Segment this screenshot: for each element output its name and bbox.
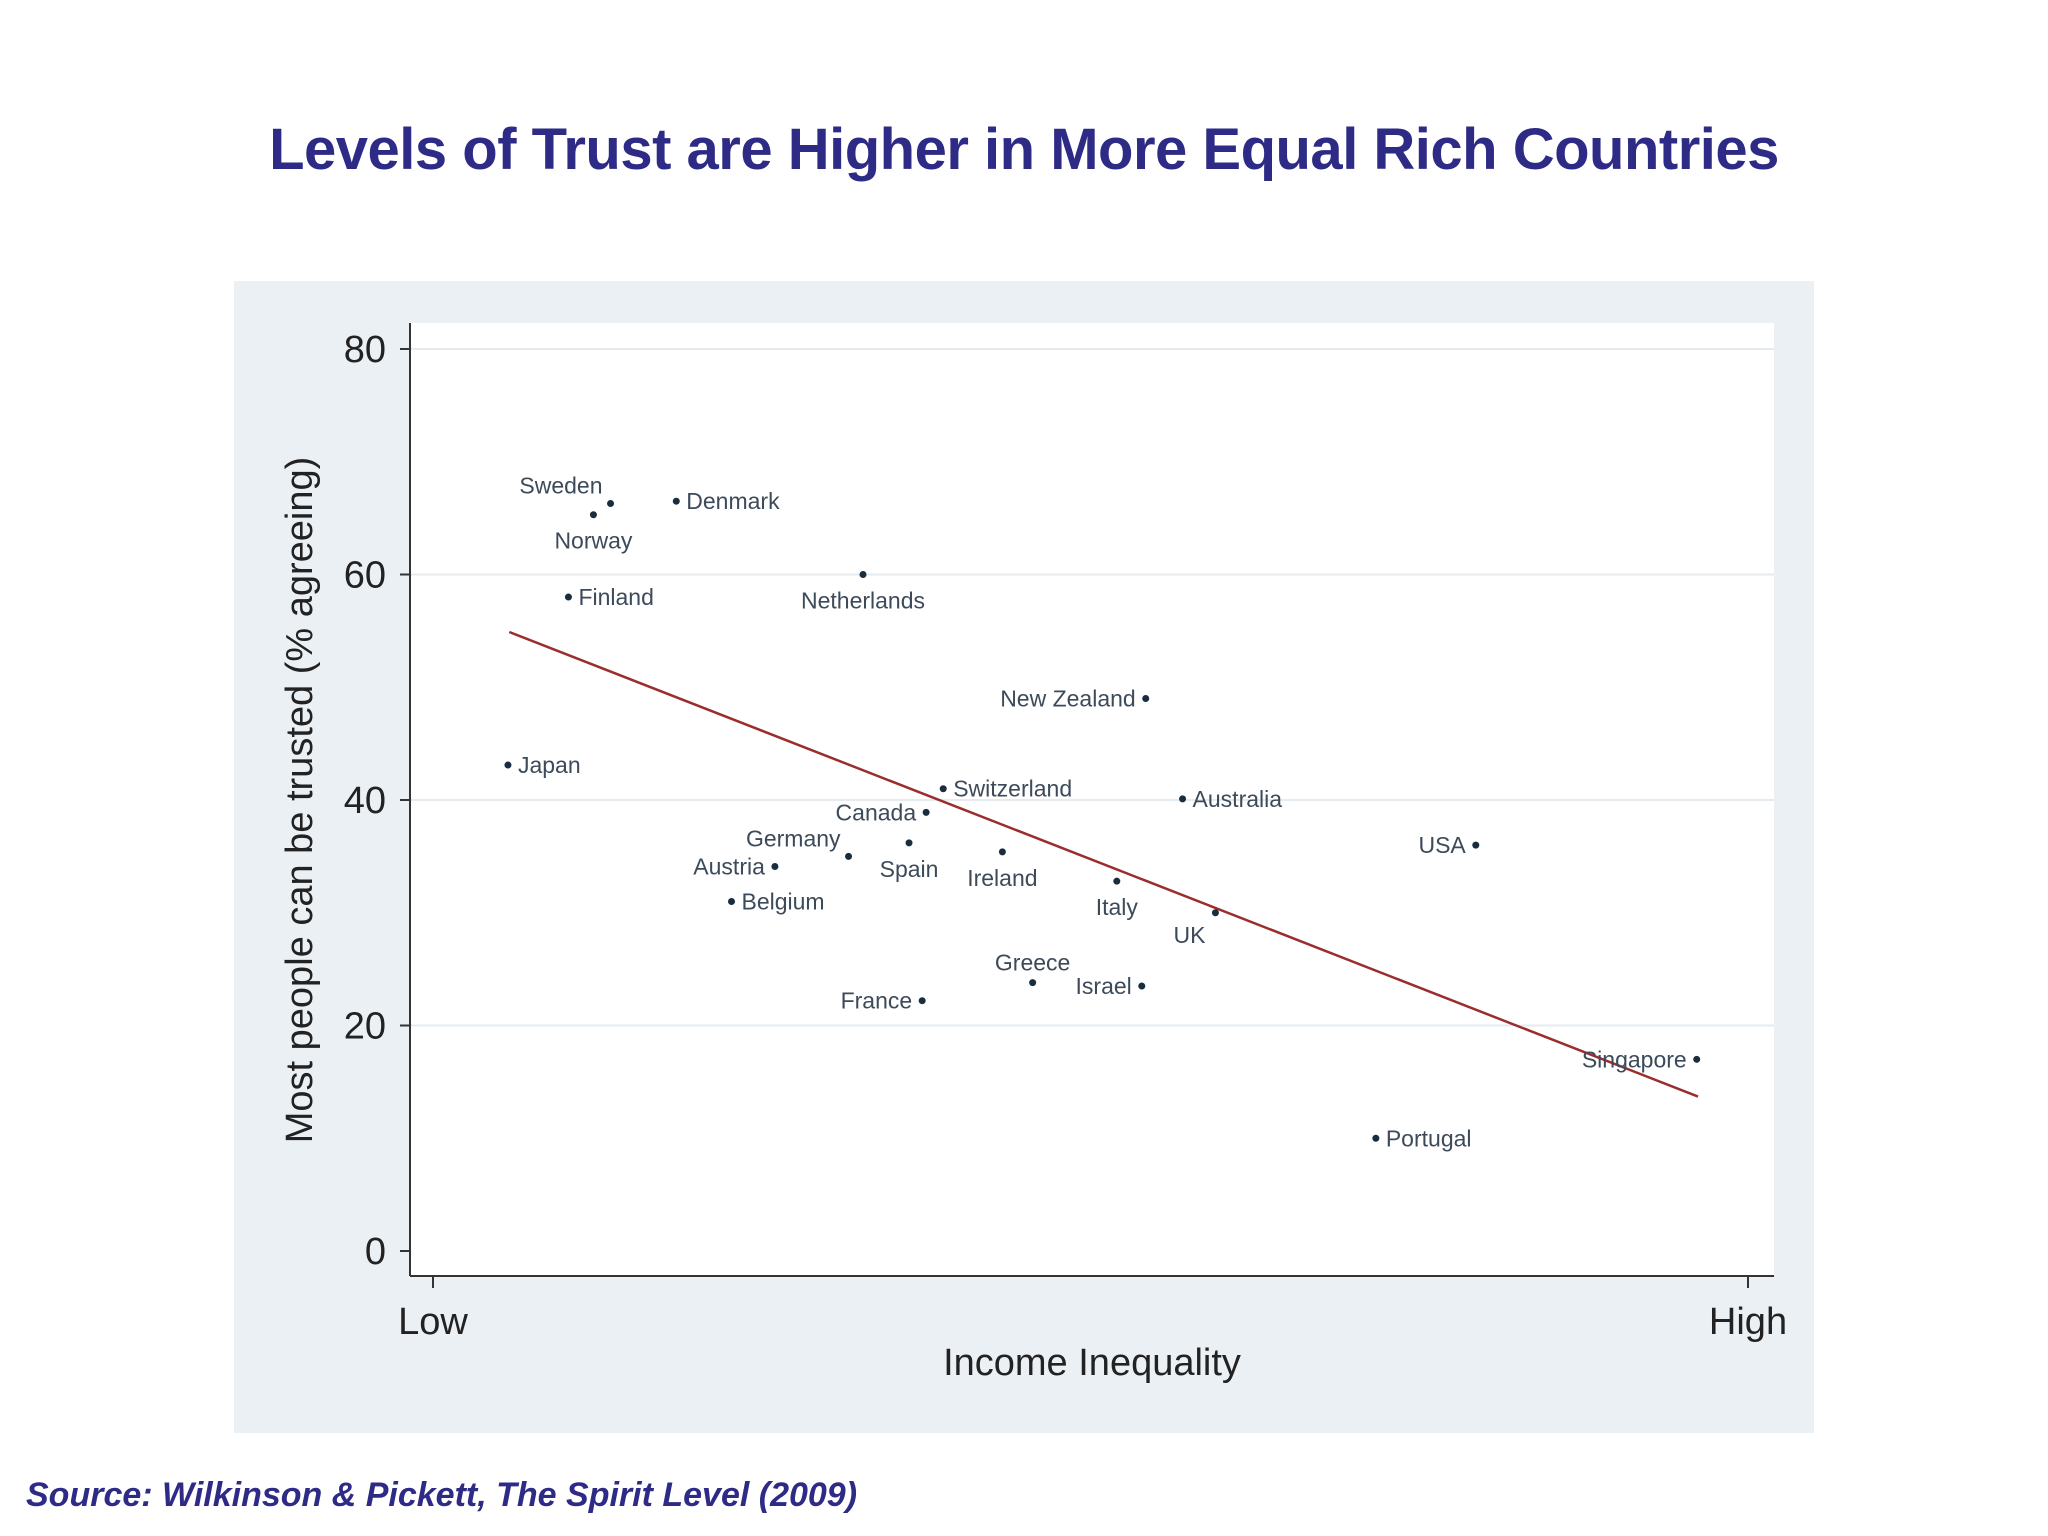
point-label-japan: Japan <box>518 752 581 778</box>
y-tick-label-60: 60 <box>344 555 386 597</box>
x-tick-label-0: Low <box>398 1301 468 1343</box>
point-denmark: Denmark <box>672 488 780 514</box>
point-sweden: Sweden <box>519 472 615 507</box>
point-switzerland: Switzerland <box>939 776 1072 802</box>
x-axis-title: Income Inequality <box>943 1342 1241 1384</box>
point-label-austria: Austria <box>693 854 765 880</box>
point-marker-belgium <box>728 897 736 905</box>
point-marker-canada <box>922 808 930 816</box>
point-label-uk: UK <box>1173 922 1206 948</box>
point-greece: Greece <box>995 950 1070 987</box>
point-spain: Spain <box>880 839 939 882</box>
point-singapore: Singapore <box>1582 1046 1701 1072</box>
point-marker-norway <box>589 511 597 519</box>
point-marker-uk <box>1211 909 1219 917</box>
point-label-usa: USA <box>1418 832 1466 858</box>
point-marker-netherlands <box>859 571 867 578</box>
x-axis-ticks: Low High <box>398 1276 1787 1343</box>
point-label-singapore: Singapore <box>1582 1046 1687 1072</box>
point-marker-usa <box>1472 841 1480 849</box>
point-uk: UK <box>1173 909 1219 948</box>
x-tick-label-1: High <box>1709 1301 1787 1343</box>
y-tick-label-0: 0 <box>365 1231 386 1273</box>
point-marker-greece <box>1029 979 1037 987</box>
slide-title: Levels of Trust are Higher in More Equal… <box>269 117 1779 182</box>
point-label-france: France <box>841 988 913 1014</box>
point-usa: USA <box>1418 832 1480 858</box>
point-label-belgium: Belgium <box>742 888 825 914</box>
y-tick-label-80: 80 <box>344 329 386 371</box>
point-new-zealand: New Zealand <box>1000 686 1150 712</box>
point-marker-austria <box>771 863 779 871</box>
point-ireland: Ireland <box>967 848 1038 891</box>
point-marker-new-zealand <box>1142 695 1150 703</box>
point-austria: Austria <box>693 854 779 880</box>
point-label-portugal: Portugal <box>1386 1125 1472 1151</box>
y-axis-title: Most people can be trusted (% agreeing) <box>279 457 321 1144</box>
point-netherlands: Netherlands <box>801 571 925 614</box>
point-france: France <box>841 988 926 1014</box>
point-marker-france <box>918 997 926 1005</box>
point-portugal: Portugal <box>1372 1125 1472 1151</box>
point-japan: Japan <box>504 752 581 778</box>
point-marker-finland <box>564 593 572 601</box>
point-marker-spain <box>905 839 913 847</box>
y-tick-label-40: 40 <box>344 780 386 822</box>
trend-line <box>508 630 1699 1098</box>
point-marker-denmark <box>672 497 680 505</box>
point-label-italy: Italy <box>1096 894 1139 920</box>
point-label-australia: Australia <box>1193 786 1283 812</box>
data-points: Sweden Norway Denmark Finland Netherlands Jap… <box>504 472 1701 1151</box>
point-marker-switzerland <box>939 785 947 793</box>
point-canada: Canada <box>836 799 930 825</box>
point-label-denmark: Denmark <box>686 488 780 514</box>
point-marker-ireland <box>998 848 1006 856</box>
point-label-switzerland: Switzerland <box>953 776 1072 802</box>
point-label-netherlands: Netherlands <box>801 588 925 614</box>
point-marker-italy <box>1113 877 1121 885</box>
point-label-ireland: Ireland <box>967 865 1037 891</box>
point-marker-portugal <box>1372 1134 1380 1142</box>
point-marker-germany <box>845 852 853 860</box>
source-citation: Source: Wilkinson & Pickett, The Spirit … <box>26 1476 858 1514</box>
point-label-israel: Israel <box>1076 973 1132 999</box>
point-label-canada: Canada <box>836 799 917 825</box>
point-label-greece: Greece <box>995 950 1070 976</box>
point-label-finland: Finland <box>578 584 653 610</box>
y-tick-label-20: 20 <box>344 1006 386 1048</box>
point-belgium: Belgium <box>728 888 825 914</box>
point-israel: Israel <box>1076 973 1146 999</box>
point-marker-sweden <box>607 499 615 507</box>
point-label-new-zealand: New Zealand <box>1000 686 1136 712</box>
point-italy: Italy <box>1096 877 1139 920</box>
point-marker-japan <box>504 761 512 769</box>
point-marker-israel <box>1138 982 1146 990</box>
point-label-norway: Norway <box>554 528 632 554</box>
point-norway: Norway <box>554 511 633 554</box>
gridlines <box>410 348 1774 1027</box>
point-australia: Australia <box>1179 786 1282 812</box>
point-germany: Germany <box>746 825 853 860</box>
point-label-sweden: Sweden <box>519 472 602 498</box>
point-label-germany: Germany <box>746 825 841 851</box>
point-marker-australia <box>1179 795 1187 803</box>
point-marker-singapore <box>1693 1055 1701 1063</box>
point-label-spain: Spain <box>880 856 939 882</box>
point-finland: Finland <box>564 584 654 610</box>
y-axis-ticks: 0 20 40 60 80 <box>344 329 410 1273</box>
